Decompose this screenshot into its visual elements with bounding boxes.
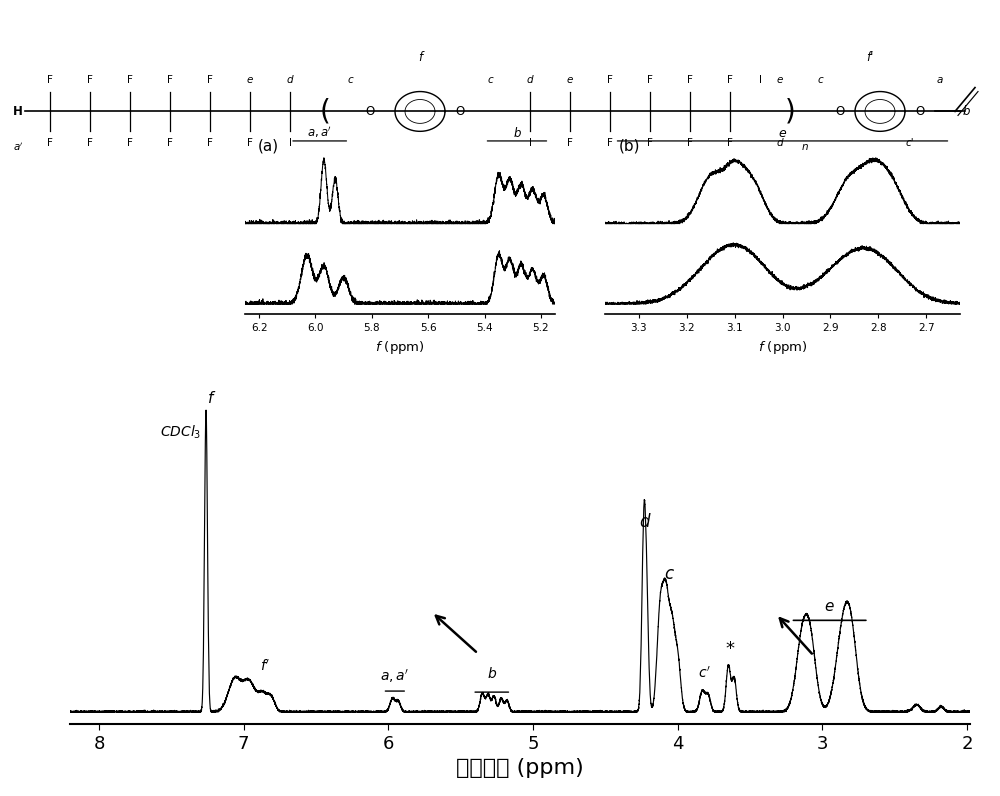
Text: F: F	[567, 139, 573, 148]
Text: F: F	[647, 139, 653, 148]
Text: $c'$: $c'$	[698, 665, 711, 681]
Text: F: F	[647, 75, 653, 84]
X-axis label: $f$ (ppm): $f$ (ppm)	[375, 339, 425, 356]
Text: f: f	[418, 51, 422, 64]
Text: F: F	[207, 75, 213, 84]
Text: F: F	[207, 139, 213, 148]
Text: F: F	[127, 139, 133, 148]
Text: e: e	[777, 75, 783, 84]
Text: $CDCl_3$: $CDCl_3$	[160, 424, 201, 442]
Text: e: e	[247, 75, 253, 84]
Text: O: O	[915, 105, 925, 118]
Text: I: I	[288, 139, 292, 148]
Text: F: F	[87, 139, 93, 148]
Text: F: F	[47, 139, 53, 148]
Text: F: F	[87, 75, 93, 84]
Text: O: O	[455, 105, 465, 118]
Text: d: d	[777, 139, 783, 148]
Text: I: I	[759, 75, 762, 84]
Text: F: F	[127, 75, 133, 84]
Text: F: F	[727, 139, 733, 148]
Text: F: F	[727, 75, 733, 84]
Text: F: F	[607, 75, 613, 84]
Text: O: O	[835, 105, 845, 118]
Text: c': c'	[906, 139, 914, 148]
Text: F: F	[687, 139, 693, 148]
Text: $f'$: $f'$	[260, 659, 271, 674]
Text: ): )	[785, 97, 795, 126]
Text: d: d	[527, 75, 533, 84]
Text: c: c	[817, 75, 823, 84]
Text: $a,a'$: $a,a'$	[380, 668, 409, 685]
Text: (a): (a)	[257, 139, 279, 154]
Text: (: (	[320, 97, 330, 126]
Text: F: F	[687, 75, 693, 84]
Text: $e$: $e$	[824, 599, 835, 614]
Text: F: F	[247, 139, 253, 148]
Text: $c$: $c$	[664, 565, 674, 583]
Text: $*$: $*$	[725, 638, 736, 656]
Text: $b$: $b$	[513, 126, 521, 140]
X-axis label: $f$ (ppm): $f$ (ppm)	[758, 339, 807, 356]
Text: $f$: $f$	[207, 390, 216, 406]
Text: F: F	[167, 139, 173, 148]
Text: $a,a'$: $a,a'$	[307, 125, 332, 140]
Text: e: e	[567, 75, 573, 84]
Text: F: F	[607, 139, 613, 148]
Text: O: O	[365, 105, 375, 118]
Text: d: d	[287, 75, 293, 84]
Text: a: a	[937, 75, 943, 84]
Text: $a'$: $a'$	[13, 141, 23, 154]
Text: F: F	[47, 75, 53, 84]
Text: H: H	[13, 105, 23, 118]
X-axis label: 化学位移 (ppm): 化学位移 (ppm)	[456, 759, 584, 778]
Text: (b): (b)	[619, 139, 641, 154]
Text: I: I	[528, 139, 532, 148]
Text: F: F	[167, 75, 173, 84]
Text: $e$: $e$	[778, 127, 787, 140]
Text: I: I	[759, 75, 762, 84]
Text: f': f'	[866, 51, 874, 64]
Text: $b$: $b$	[487, 665, 497, 681]
Text: $d$: $d$	[639, 513, 651, 531]
Text: b: b	[962, 105, 970, 118]
Text: c: c	[487, 75, 493, 84]
Text: c: c	[347, 75, 353, 84]
Text: n: n	[802, 142, 808, 152]
